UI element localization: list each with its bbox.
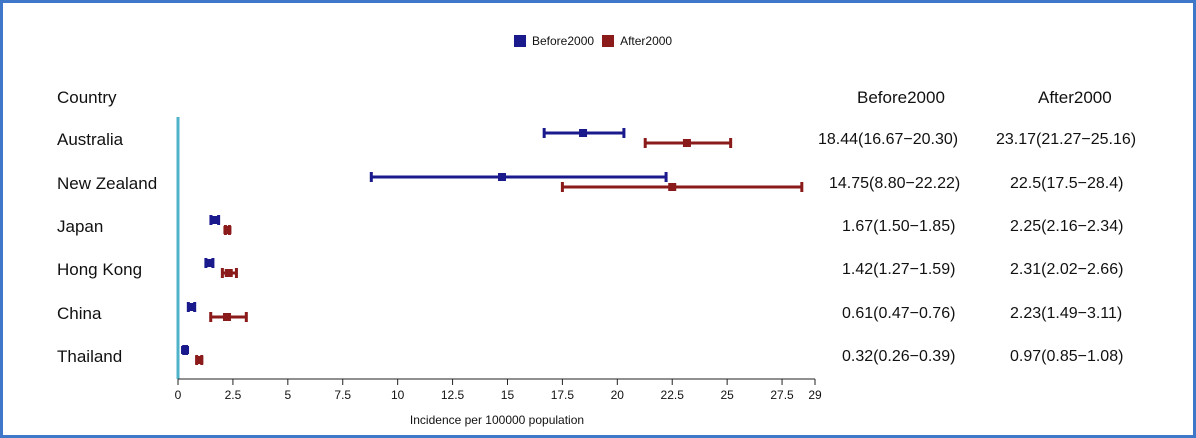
column-header-after: After2000 bbox=[1038, 88, 1112, 107]
before-value-japan: 1.67(1.50−1.85) bbox=[842, 218, 956, 235]
after-value-thailand: 0.97(0.85−1.08) bbox=[1010, 348, 1124, 365]
point-estimate-before-australia bbox=[579, 129, 588, 137]
before-value-china: 0.61(0.47−0.76) bbox=[842, 305, 956, 322]
point-estimate-before-new-zealand bbox=[497, 173, 506, 181]
after-value-australia: 23.17(21.27−25.16) bbox=[996, 131, 1137, 148]
column-header-before: Before2000 bbox=[857, 88, 945, 107]
after-value-hong-kong: 2.31(2.02−2.66) bbox=[1010, 261, 1124, 278]
x-tick-label: 2.5 bbox=[225, 388, 242, 402]
point-estimate-before-hong-kong bbox=[205, 259, 214, 267]
point-estimate-after-hong-kong bbox=[224, 269, 233, 277]
legend-label-after: After2000 bbox=[620, 34, 673, 48]
legend-label-before: Before2000 bbox=[532, 34, 595, 48]
x-tick-label: 0 bbox=[175, 388, 182, 402]
point-estimate-after-china bbox=[222, 313, 231, 321]
row-label-japan: Japan bbox=[57, 217, 104, 236]
x-tick-label: 20 bbox=[611, 388, 625, 402]
x-tick-label: 7.5 bbox=[334, 388, 351, 402]
point-estimate-before-japan bbox=[210, 216, 219, 224]
point-estimate-before-china bbox=[187, 303, 196, 311]
x-tick-label: 15 bbox=[501, 388, 515, 402]
x-tick-label: 10 bbox=[391, 388, 405, 402]
row-label-new-zealand: New Zealand bbox=[57, 174, 158, 193]
legend: Before2000 After2000 bbox=[514, 34, 672, 48]
after-value-japan: 2.25(2.16−2.34) bbox=[1010, 218, 1124, 235]
row-label-hong-kong: Hong Kong bbox=[57, 260, 143, 279]
x-tick-label: 22.5 bbox=[661, 388, 685, 402]
x-tick-label: 12.5 bbox=[441, 388, 465, 402]
row-label-china: China bbox=[57, 304, 102, 323]
x-tick-label: 17.5 bbox=[551, 388, 575, 402]
x-tick-label: 5 bbox=[284, 388, 291, 402]
before-value-hong-kong: 1.42(1.27−1.59) bbox=[842, 261, 956, 278]
column-header-country: Country bbox=[57, 88, 117, 107]
after-value-new-zealand: 22.5(17.5−28.4) bbox=[1010, 175, 1124, 192]
point-estimate-after-australia bbox=[682, 139, 691, 147]
legend-item-before: Before2000 bbox=[514, 34, 594, 48]
point-estimate-after-new-zealand bbox=[668, 183, 677, 191]
point-estimate-after-thailand bbox=[195, 356, 204, 364]
before-value-australia: 18.44(16.67−20.30) bbox=[818, 131, 959, 148]
before-value-new-zealand: 14.75(8.80−22.22) bbox=[829, 175, 961, 192]
point-estimate-before-thailand bbox=[181, 346, 190, 354]
x-tick-label: 29 bbox=[808, 388, 822, 402]
row-label-australia: Australia bbox=[57, 130, 124, 149]
x-axis-label: Incidence per 100000 population bbox=[410, 413, 584, 427]
after-value-china: 2.23(1.49−3.11) bbox=[1010, 305, 1123, 322]
x-tick-label: 25 bbox=[720, 388, 734, 402]
legend-item-after: After2000 bbox=[602, 34, 672, 48]
point-estimate-after-japan bbox=[223, 226, 232, 234]
legend-swatch-after bbox=[602, 35, 615, 47]
legend-swatch-before bbox=[514, 35, 526, 47]
x-tick-label: 27.5 bbox=[770, 388, 794, 402]
row-label-thailand: Thailand bbox=[57, 347, 123, 366]
before-value-thailand: 0.32(0.26−0.39) bbox=[842, 348, 956, 365]
